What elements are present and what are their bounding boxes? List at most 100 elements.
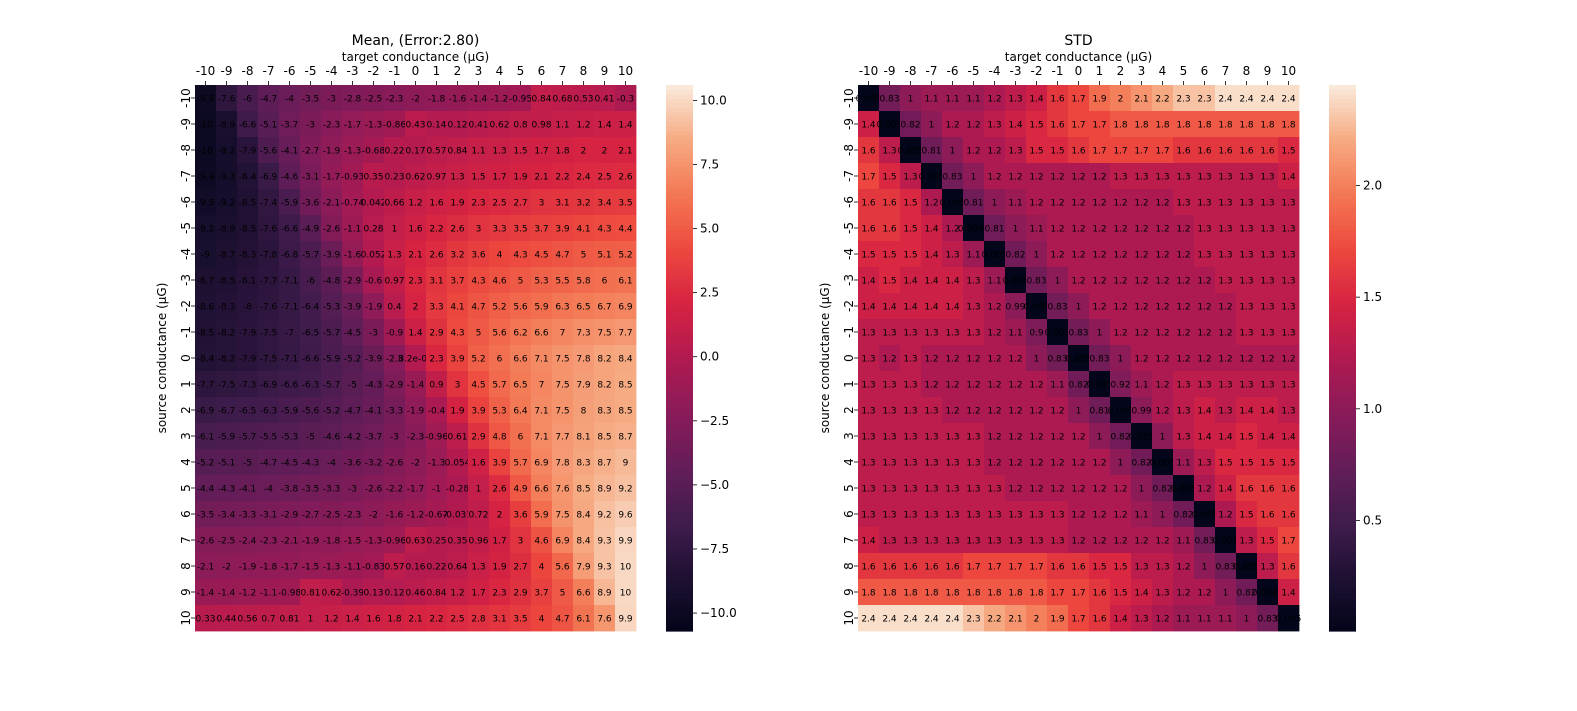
heatmap-cell [321, 85, 343, 112]
colorbar-segment [1329, 162, 1356, 168]
cell-value-label: 1.2 [1218, 511, 1232, 521]
cell-value-label: -1.8 [323, 537, 341, 547]
heatmap-cell [1152, 189, 1174, 216]
cell-value-label: 1.8 [1113, 121, 1128, 131]
cell-value-label: 6.5 [513, 381, 527, 391]
colorbar-segment [666, 553, 693, 559]
heatmap-cell [552, 215, 574, 242]
heatmap-cell [1194, 111, 1216, 138]
colorbar-segment [666, 230, 693, 236]
y-axis-label: source conductance (μG) [818, 283, 832, 434]
heatmap-cell [321, 449, 343, 476]
cell-value-label: 0.005 [1234, 563, 1260, 573]
colorbar-segment [666, 508, 693, 514]
colorbar-segment [666, 571, 693, 577]
heatmap-cell [1131, 553, 1153, 580]
heatmap-cell [384, 397, 406, 424]
cell-value-label: 2.4 [1260, 95, 1275, 105]
heatmap-cell [1068, 85, 1090, 112]
heatmap-cell [447, 293, 469, 320]
colorbar-segment [666, 153, 693, 159]
colorbar-segment [666, 458, 693, 464]
colorbar-segment [666, 180, 693, 186]
heatmap-cell [1068, 605, 1090, 632]
heatmap-cell [384, 189, 406, 216]
cell-value-label: 1.3 [471, 563, 485, 573]
cell-value-label: 2.1 [534, 173, 548, 183]
heatmap-cell [258, 163, 280, 190]
heatmap-cell [195, 397, 217, 424]
x-tick-label: -4 [989, 64, 1001, 78]
x-tick-label: 7 [1222, 64, 1230, 78]
heatmap-cell [342, 397, 364, 424]
colorbar-segment [1329, 544, 1356, 550]
heatmap-cell [900, 553, 922, 580]
cell-value-label: 6.1 [576, 615, 590, 625]
heatmap-cell [195, 527, 217, 554]
cell-value-label: 8.1 [576, 433, 590, 443]
cell-value-label: -5.2 [197, 459, 215, 469]
cell-value-label: 1.2 [1197, 303, 1211, 313]
heatmap-cell [216, 319, 238, 346]
cell-value-label: 1 [476, 485, 482, 495]
cell-value-label: 1.2 [1155, 615, 1169, 625]
cell-value-label: 2.4 [924, 615, 939, 625]
cell-value-label: 0.99 [1131, 407, 1151, 417]
colorbar-segment [1329, 107, 1356, 113]
heatmap-cell [1257, 163, 1279, 190]
heatmap-cell [1236, 371, 1258, 398]
heatmap-cell [468, 423, 490, 450]
heatmap-cell [426, 319, 448, 346]
colorbar-segment [1329, 439, 1356, 446]
heatmap-cell [384, 293, 406, 320]
heatmap-cell [1152, 579, 1174, 606]
colorbar-segment [666, 276, 693, 282]
heatmap-cell [258, 579, 280, 606]
heatmap-cell [1215, 319, 1237, 346]
cell-value-label: 1 [392, 225, 398, 235]
cell-value-label: -6.9 [260, 381, 278, 391]
colorbar-segment [1329, 271, 1356, 277]
heatmap-cell [1089, 319, 1111, 346]
heatmap-cell [237, 85, 259, 112]
colorbar-segment [1329, 221, 1356, 227]
heatmap-cell [573, 475, 595, 502]
heatmap-cell [921, 553, 943, 580]
heatmap-cell [1110, 475, 1132, 502]
colorbar-segment [1329, 430, 1356, 436]
cell-value-label: 1.2 [987, 407, 1001, 417]
colorbar-segment [666, 103, 693, 109]
cell-value-label: 2.4 [576, 173, 591, 183]
heatmap-cell [1047, 527, 1069, 554]
cell-value-label: -1.3 [323, 563, 341, 573]
cell-value-label: 1.2 [1197, 277, 1211, 287]
heatmap-cell [1110, 423, 1132, 450]
cell-value-label: 0.12 [384, 589, 404, 599]
cell-value-label: -1.4 [218, 589, 236, 599]
cell-value-label: 1 [1055, 277, 1061, 287]
cell-value-label: 1.2 [1008, 381, 1022, 391]
y-axis-label: source conductance (μG) [155, 283, 169, 434]
cell-value-label: 8.2e-03 [398, 355, 433, 365]
colorbar-segment [666, 221, 693, 227]
cell-value-label: 1.3 [1260, 277, 1274, 287]
cell-value-label: 9.2 [597, 511, 611, 521]
heatmap-cell [195, 85, 217, 112]
cell-value-label: 4.3 [450, 329, 464, 339]
cell-value-label: 6.7 [597, 303, 611, 313]
y-tick-label: 7 [179, 536, 193, 544]
heatmap-cell [447, 85, 469, 112]
heatmap-cell [552, 293, 574, 320]
heatmap-cell [858, 501, 880, 528]
cell-value-label: -1.4 [470, 95, 488, 105]
colorbar-segment [666, 335, 693, 341]
heatmap-cell [363, 345, 385, 372]
heatmap-cell [1215, 241, 1237, 268]
cell-value-label: 1 [1202, 563, 1208, 573]
x-tick-label: -3 [1010, 64, 1022, 78]
heatmap-cell [1131, 163, 1153, 190]
cell-value-label: 1.5 [1239, 459, 1253, 469]
heatmap-cell [1047, 501, 1069, 528]
cell-value-label: 1.3 [882, 407, 896, 417]
heatmap-cell [1089, 371, 1111, 398]
